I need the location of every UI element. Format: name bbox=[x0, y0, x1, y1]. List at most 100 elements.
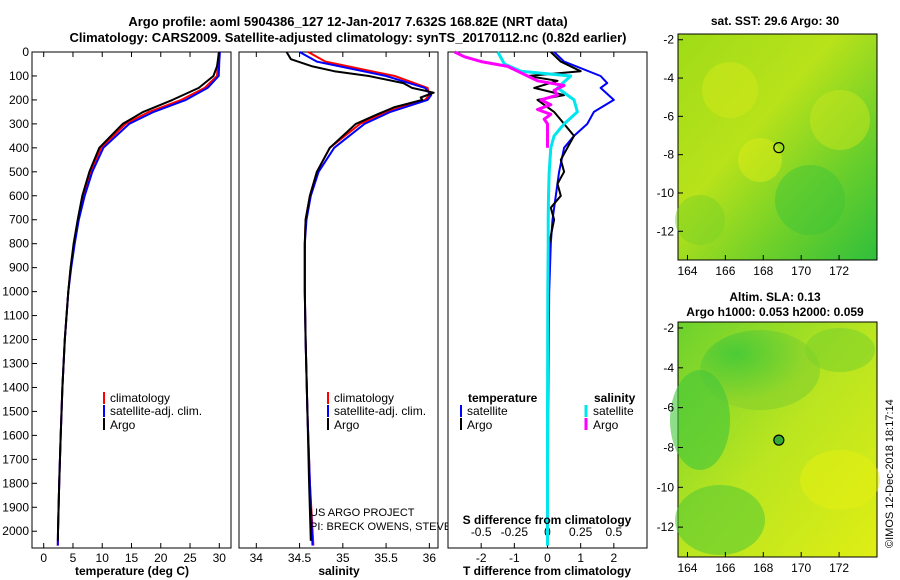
legend-label-t-argo: Argo bbox=[467, 418, 493, 432]
salinity-axes bbox=[238, 51, 439, 549]
map-x-tick-label: 164 bbox=[677, 264, 697, 278]
legend-label-climatology: climatology bbox=[334, 391, 394, 405]
salinity-panel: 34 34.5 35 35.5 36 salinity climatology sate… bbox=[238, 51, 567, 578]
sla-map: Altim. SLA: 0.13 Argo h1000: 0.053 h2000… bbox=[657, 290, 880, 575]
sst-map-marker bbox=[773, 142, 785, 154]
y-tick-label: 1700 bbox=[2, 452, 29, 466]
temperature-xlabel: temperature (deg C) bbox=[75, 564, 189, 578]
x-top-tick-label: -0.5 bbox=[471, 525, 492, 539]
salinity-xlabel: salinity bbox=[318, 564, 360, 578]
x-tick-label: 20 bbox=[154, 551, 168, 565]
x-tick-label: 35 bbox=[336, 551, 350, 565]
title-line-2: Climatology: CARS2009. Satellite-adjuste… bbox=[69, 30, 626, 45]
x-tick-label: 36 bbox=[423, 551, 437, 565]
salinity-lines bbox=[285, 51, 435, 546]
x-tick-label: 25 bbox=[183, 551, 197, 565]
series-line-argo bbox=[56, 51, 221, 541]
sla-map-ticks: 164 166 168 170 172 -2 -4 -6 -8 -10 -12 bbox=[657, 321, 850, 575]
temperature-panel: 0100200300400500600700800900100011001200… bbox=[2, 45, 232, 578]
temperature-axes bbox=[31, 51, 232, 549]
series-line-argo bbox=[285, 51, 435, 541]
x-tick-label: 5 bbox=[70, 551, 77, 565]
argo-position-marker bbox=[773, 434, 785, 446]
map-y-tick-label: -10 bbox=[657, 480, 675, 494]
map-y-tick-label: -2 bbox=[663, 321, 674, 335]
title-line-1: Argo profile: aoml 5904386_127 12-Jan-20… bbox=[128, 14, 567, 29]
x-tick-label: 0 bbox=[544, 551, 551, 565]
legend-label-argo: Argo bbox=[334, 418, 360, 432]
x-top-tick-label: -0.25 bbox=[501, 525, 529, 539]
y-tick-label: 0 bbox=[22, 45, 29, 59]
legend-heading-salinity: salinity bbox=[594, 391, 636, 405]
legend-label-satellite: satellite-adj. clim. bbox=[110, 404, 202, 418]
map-y-tick-label: -12 bbox=[657, 224, 675, 238]
depth-ticks: 0 100 200 300 400 500 600 700 800 900 1000 1100 1200… bbox=[2, 45, 37, 538]
map-y-tick-label: -8 bbox=[663, 148, 674, 162]
x-tick-label: 15 bbox=[125, 551, 139, 565]
sla-map-marker bbox=[773, 434, 785, 446]
sla-map-subtitle: Argo h1000: 0.053 h2000: 0.059 bbox=[686, 305, 864, 319]
salinity-ticks: 34 34.5 35 35.5 36 bbox=[250, 52, 437, 565]
salinity-legend: climatology satellite-adj. clim. Argo bbox=[327, 391, 426, 432]
map-y-tick-label: -8 bbox=[663, 440, 674, 454]
t-difference-xlabel: T difference from climatology bbox=[463, 564, 631, 578]
sst-map-title: sat. SST: 29.6 Argo: 30 bbox=[711, 14, 840, 28]
y-tick-label: 800 bbox=[9, 237, 29, 251]
map-y-tick-label: -2 bbox=[663, 33, 674, 47]
sst-map-ticks: 164 166 168 170 172 -2 -4 -6 -8 -10 -12 bbox=[657, 33, 850, 278]
y-tick-label: 2000 bbox=[2, 524, 29, 538]
imos-credit: ©IMOS 12-Dec-2018 18:17:14 bbox=[884, 399, 896, 548]
legend-label-satellite: satellite-adj. clim. bbox=[334, 404, 426, 418]
argo-position-marker bbox=[773, 142, 785, 154]
temperature-lines bbox=[56, 51, 221, 546]
temperature-ticks: 0 5 10 15 20 25 30 bbox=[40, 52, 226, 565]
x-tick-label: 2 bbox=[610, 551, 617, 565]
s-difference-xlabel: S difference from climatology bbox=[463, 513, 632, 527]
y-tick-label: 600 bbox=[9, 189, 29, 203]
legend-label-t-satellite: satellite bbox=[467, 404, 508, 418]
map-x-tick-label: 168 bbox=[753, 264, 773, 278]
x-tick-label: 10 bbox=[96, 551, 110, 565]
map-x-tick-label: 170 bbox=[791, 561, 811, 575]
legend-label-s-satellite: satellite bbox=[593, 404, 634, 418]
difference-legend: temperature salinity satellite Argo sate… bbox=[460, 391, 636, 432]
y-tick-label: 300 bbox=[9, 117, 29, 131]
x-tick-label: -2 bbox=[476, 551, 487, 565]
series-line-s-satellite bbox=[496, 51, 579, 546]
t-difference-ticks: -2 -1 0 1 2 bbox=[476, 52, 617, 565]
map-y-tick-label: -10 bbox=[657, 186, 675, 200]
x-tick-label: 34.5 bbox=[288, 551, 312, 565]
x-top-tick-label: 0.25 bbox=[569, 525, 593, 539]
difference-panel: -2 -1 0 1 2 -0.5 -0.25 0 0.25 0.5 T difference f… bbox=[447, 50, 648, 578]
y-tick-label: 100 bbox=[9, 69, 29, 83]
x-tick-label: 0 bbox=[40, 551, 47, 565]
map-y-tick-label: -4 bbox=[663, 361, 674, 375]
legend-label-climatology: climatology bbox=[110, 391, 170, 405]
x-tick-label: -1 bbox=[509, 551, 520, 565]
series-line-s-argo bbox=[453, 50, 566, 148]
map-y-tick-label: -4 bbox=[663, 71, 674, 85]
y-tick-label: 900 bbox=[9, 261, 29, 275]
y-tick-label: 500 bbox=[9, 165, 29, 179]
map-y-tick-label: -6 bbox=[663, 401, 674, 415]
map-x-tick-label: 168 bbox=[753, 561, 773, 575]
x-tick-label: 34 bbox=[250, 551, 264, 565]
x-top-tick-label: 0.5 bbox=[605, 525, 622, 539]
y-tick-label: 200 bbox=[9, 93, 29, 107]
y-tick-label: 1100 bbox=[3, 309, 29, 323]
map-x-tick-label: 172 bbox=[829, 561, 849, 575]
map-y-tick-label: -12 bbox=[657, 520, 675, 534]
y-tick-label: 1000 bbox=[2, 285, 29, 299]
legend-label-argo: Argo bbox=[110, 418, 136, 432]
y-tick-label: 1900 bbox=[2, 500, 29, 514]
sla-texture bbox=[670, 328, 880, 555]
y-tick-label: 400 bbox=[9, 141, 29, 155]
y-tick-label: 1300 bbox=[2, 356, 29, 370]
map-x-tick-label: 166 bbox=[715, 264, 735, 278]
x-tick-label: 1 bbox=[577, 551, 584, 565]
map-x-tick-label: 172 bbox=[829, 264, 849, 278]
map-y-tick-label: -6 bbox=[663, 109, 674, 123]
legend-heading-temperature: temperature bbox=[468, 391, 538, 405]
